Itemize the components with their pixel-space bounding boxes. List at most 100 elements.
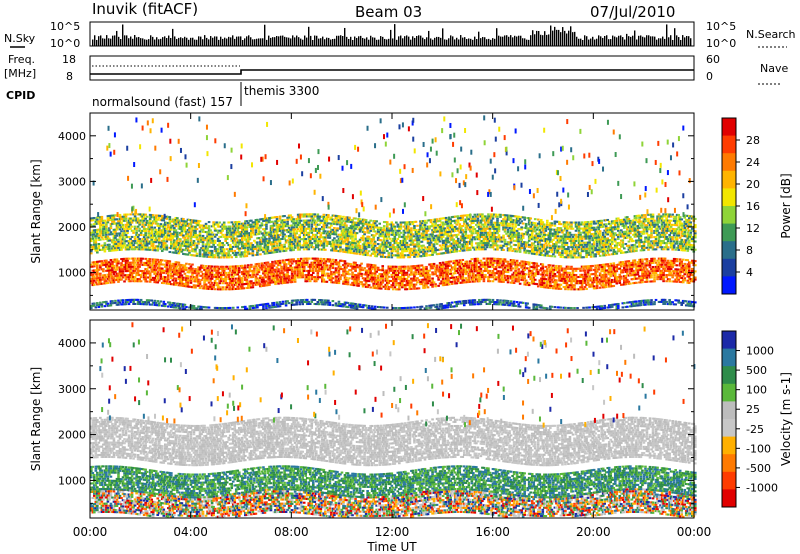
nsky-bar <box>256 39 257 46</box>
echo-cell <box>167 305 170 307</box>
echo-cell <box>354 303 357 305</box>
nsky-bar <box>272 37 273 46</box>
nsky-bar <box>384 39 385 46</box>
echo-cell <box>603 307 606 309</box>
echo-cell <box>677 300 680 302</box>
echo-cell <box>164 276 167 278</box>
echo-cell <box>140 276 143 278</box>
freq-tick-top: 18 <box>62 53 76 66</box>
echo-cell <box>162 272 165 274</box>
echo-cell <box>510 300 513 302</box>
echo-cell <box>159 300 162 302</box>
nsky-bar <box>610 39 611 46</box>
echo-cell <box>187 281 190 283</box>
nsky-bar <box>412 36 413 46</box>
nsky-bar <box>246 36 247 46</box>
echo-cell <box>211 274 214 276</box>
nsky-bar <box>360 36 361 46</box>
nsky-bar <box>506 35 507 46</box>
echo-cell <box>570 307 573 309</box>
nsky-bar <box>408 37 409 46</box>
echo-cell <box>368 305 371 307</box>
nsky-bar <box>222 39 223 46</box>
nsky-bar <box>186 38 187 46</box>
nsky-bar <box>588 40 589 46</box>
echo-cell <box>478 299 481 301</box>
nsky-bar <box>626 34 627 46</box>
echo-cell <box>437 308 440 310</box>
echo-cell <box>525 304 528 306</box>
echo-cell <box>623 302 626 304</box>
nsky-bar <box>266 40 267 46</box>
nsky-bar <box>650 36 651 46</box>
echo-cell <box>622 306 625 308</box>
echo-cell <box>132 260 135 262</box>
echo-cell <box>635 303 638 305</box>
echo-cell <box>166 264 169 266</box>
nsky-bar <box>354 37 355 46</box>
nsky-bar <box>224 38 225 46</box>
echo-cell <box>220 272 223 274</box>
echo-cell <box>551 306 554 308</box>
echo-cell <box>188 271 191 273</box>
echo-cell <box>220 276 223 278</box>
echo-cell <box>143 270 146 272</box>
echo-cell <box>484 301 487 303</box>
echo-cell <box>111 263 114 265</box>
echo-cell <box>200 285 203 287</box>
echo-cell <box>96 263 99 265</box>
echo-cell <box>129 270 132 272</box>
echo-cell <box>295 301 298 303</box>
echo-cell <box>113 265 116 267</box>
echo-cell <box>134 266 137 268</box>
nsky-bar <box>522 38 523 46</box>
nsky-bar <box>422 38 423 46</box>
echo-cell <box>126 301 129 303</box>
nsky-bar <box>192 38 193 46</box>
echo-cell <box>211 270 214 272</box>
nsky-bar <box>100 35 101 46</box>
echo-cell <box>93 280 96 282</box>
echo-cell <box>217 266 220 268</box>
nsky-bar <box>196 40 197 46</box>
echo-cell <box>199 287 202 289</box>
echo-cell <box>492 299 495 301</box>
nsky-bar <box>230 37 231 46</box>
nsky-bar <box>434 38 435 46</box>
figure: Inuvik (fitACF) Beam 03 07/Jul/2010 N.Sk… <box>0 0 800 554</box>
echo-cell <box>108 261 111 263</box>
echo-cell <box>197 279 200 281</box>
echo-cell <box>167 277 170 279</box>
echo-cell <box>194 272 197 274</box>
nsky-bar <box>470 39 471 46</box>
echo-cell <box>182 306 185 308</box>
echo-cell <box>99 277 102 279</box>
nsky-bar <box>300 39 301 46</box>
echo-cell <box>197 270 200 272</box>
echo-cell <box>324 303 327 305</box>
echo-cell <box>155 261 158 263</box>
echo-cell <box>102 268 105 270</box>
nsky-bar <box>262 38 263 46</box>
echo-cell <box>166 280 169 282</box>
echo-cell <box>167 272 170 274</box>
nsky-bar <box>322 37 323 46</box>
nsky-bar <box>664 39 665 46</box>
echo-cell <box>215 282 218 284</box>
nsky-bar <box>508 37 509 46</box>
echo-cell <box>474 301 477 303</box>
echo-cell <box>200 271 203 273</box>
echo-cell <box>208 269 211 271</box>
echo-cell <box>149 272 152 274</box>
echo-cell <box>120 279 123 281</box>
echo-cell <box>129 268 132 270</box>
nsky-bar <box>394 24 395 46</box>
echo-cell <box>93 305 96 307</box>
date-title: 07/Jul/2010 <box>590 3 675 21</box>
nsky-bar <box>634 30 635 46</box>
echo-cell <box>549 308 552 310</box>
echo-cell <box>276 301 279 303</box>
echo-cell <box>185 306 188 308</box>
echo-cell <box>199 269 202 271</box>
nsky-bar <box>608 39 609 46</box>
